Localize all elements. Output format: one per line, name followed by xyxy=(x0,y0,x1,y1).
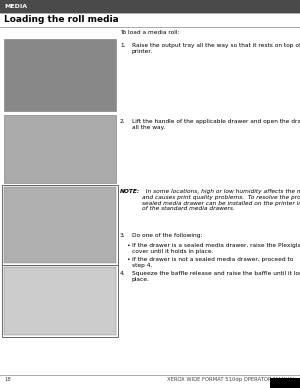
Bar xyxy=(4,115,116,183)
Text: Lift the handle of the applicable drawer and open the drawer
all the way.: Lift the handle of the applicable drawer… xyxy=(132,119,300,130)
Text: 1.: 1. xyxy=(120,43,125,48)
Text: In some locations, high or low humidity affects the media
and causes print quali: In some locations, high or low humidity … xyxy=(142,189,300,211)
Text: 3.: 3. xyxy=(120,233,126,238)
Text: 4.: 4. xyxy=(120,271,126,276)
Bar xyxy=(2,185,118,265)
Text: If the drawer is not a sealed media drawer, proceed to
step 4.: If the drawer is not a sealed media draw… xyxy=(132,257,293,268)
Bar xyxy=(2,265,118,337)
Text: Loading the roll media: Loading the roll media xyxy=(4,15,119,24)
Text: •: • xyxy=(126,243,130,248)
Text: Do one of the following:: Do one of the following: xyxy=(132,233,202,238)
Text: XEROX WIDE FORMAT 510dp OPERATOR MANUAL: XEROX WIDE FORMAT 510dp OPERATOR MANUAL xyxy=(167,377,296,382)
Bar xyxy=(270,378,300,388)
Bar xyxy=(0,0,300,13)
Text: •: • xyxy=(126,257,130,262)
Bar xyxy=(4,39,116,111)
Bar xyxy=(4,187,116,263)
Text: If the drawer is a sealed media drawer, raise the Plexiglas
cover until it holds: If the drawer is a sealed media drawer, … xyxy=(132,243,300,254)
Text: NOTE:: NOTE: xyxy=(120,189,140,194)
Text: 18: 18 xyxy=(4,377,11,382)
Text: Raise the output tray all the way so that it rests on top of the
printer.: Raise the output tray all the way so tha… xyxy=(132,43,300,54)
Text: Squeeze the baffle release and raise the baffle until it locks in
place.: Squeeze the baffle release and raise the… xyxy=(132,271,300,282)
Text: To load a media roll:: To load a media roll: xyxy=(120,30,179,35)
Text: MEDIA: MEDIA xyxy=(4,4,27,9)
Bar xyxy=(4,267,116,335)
Text: 2.: 2. xyxy=(120,119,126,124)
